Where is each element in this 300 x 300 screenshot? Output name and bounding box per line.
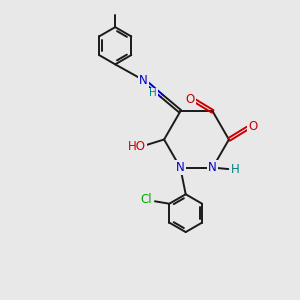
Text: N: N [208,161,217,174]
Text: HO: HO [128,140,146,153]
Text: H: H [149,88,157,98]
Text: H: H [230,163,239,176]
Text: N: N [139,74,148,87]
Text: O: O [248,120,257,134]
Text: N: N [176,161,185,174]
Text: Cl: Cl [141,193,152,206]
Text: O: O [186,93,195,106]
